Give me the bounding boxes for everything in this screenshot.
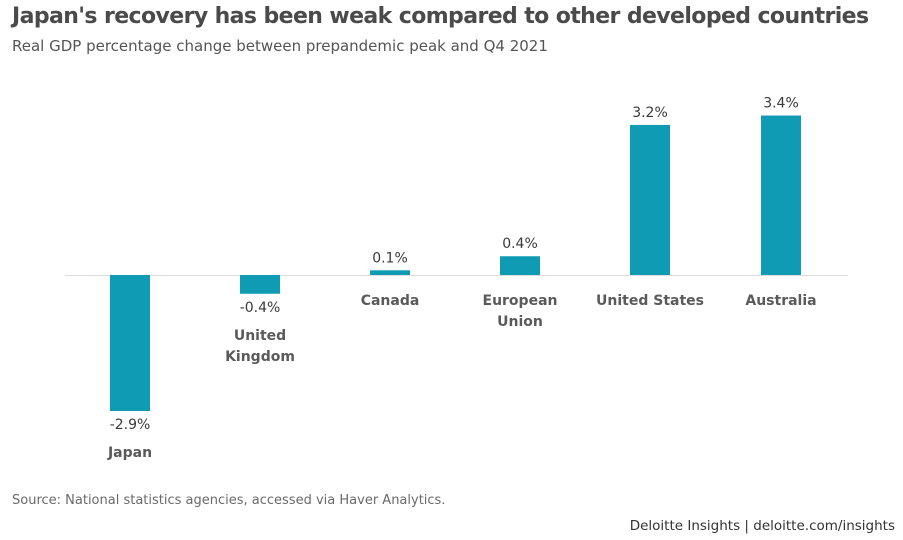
chart-title: Japan's recovery has been weak compared … xyxy=(12,4,869,29)
category-label-3-line-1: Union xyxy=(497,314,543,330)
category-label-0: Japan xyxy=(107,445,152,461)
bar-1 xyxy=(240,275,280,294)
category-label-4: United States xyxy=(596,293,704,309)
value-label-3: 0.4% xyxy=(502,236,538,252)
bar-2 xyxy=(370,270,410,275)
source-note: Source: National statistics agencies, ac… xyxy=(12,493,446,508)
chart-subtitle: Real GDP percentage change between prepa… xyxy=(12,37,548,55)
category-label-2: Canada xyxy=(361,293,420,309)
category-label-1-line-1: Kingdom xyxy=(225,349,295,365)
value-label-1: -0.4% xyxy=(240,300,281,316)
value-label-4: 3.2% xyxy=(632,105,668,121)
value-label-5: 3.4% xyxy=(763,96,799,112)
value-label-0: -2.9% xyxy=(110,417,151,433)
branding-footer: Deloitte Insights | deloitte.com/insight… xyxy=(629,518,895,534)
category-label-1-line-0: United xyxy=(234,328,286,344)
category-label-5: Australia xyxy=(745,293,816,309)
value-label-2: 0.1% xyxy=(372,250,408,266)
bar-5 xyxy=(761,115,801,275)
bar-4 xyxy=(630,124,670,275)
bar-0 xyxy=(110,275,150,412)
bar-3 xyxy=(500,256,540,275)
category-label-3-line-0: European xyxy=(483,293,558,309)
